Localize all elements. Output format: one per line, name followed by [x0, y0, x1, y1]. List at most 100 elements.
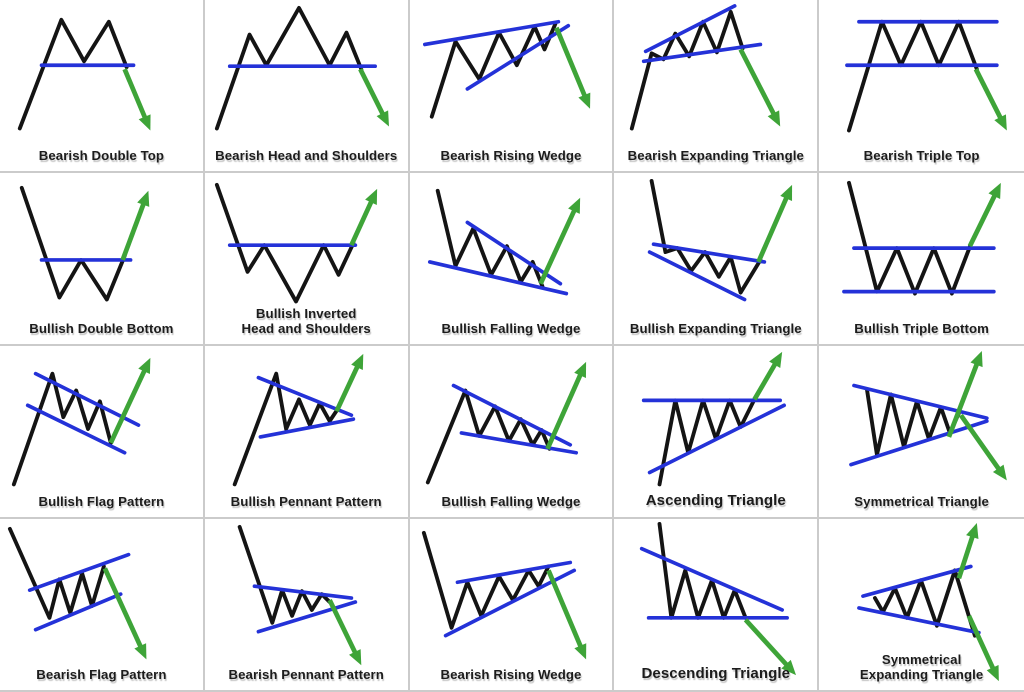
trend-line — [252, 584, 354, 600]
price-line — [657, 395, 758, 487]
trend-line — [852, 383, 989, 420]
price-line — [429, 21, 557, 119]
pattern-diagram-bearish-expanding-triangle — [630, 4, 781, 131]
pattern-cell-bullish-triple-bottom: Bullish Triple Bottom — [819, 173, 1024, 346]
trend-arrow-up-icon — [946, 350, 983, 438]
pattern-diagram-bearish-flag-pattern — [7, 526, 147, 660]
pattern-diagram-bullish-flag-pattern — [11, 357, 151, 487]
trend-arrow-up-icon — [752, 351, 783, 401]
trend-arrow-up-icon — [756, 184, 793, 263]
pattern-cell-bullish-pennant-pattern: Bullish Pennant Pattern — [204, 346, 410, 519]
pattern-cell-bearish-rising-wedge-2: Bearish Rising Wedge — [409, 519, 615, 692]
pattern-cell-symmetrical-expanding-triangle: Symmetrical Expanding Triangle — [819, 519, 1024, 692]
trend-arrow-down-icon — [744, 618, 797, 676]
trend-arrow-down-icon — [357, 68, 389, 127]
trend-line — [849, 419, 989, 467]
pattern-cell-bearish-triple-top: Bearish Triple Top — [819, 0, 1024, 173]
trend-arrow-up-icon — [349, 188, 377, 247]
trend-arrow-down-icon — [327, 599, 362, 666]
pattern-cell-bullish-falling-wedge-2: Bullish Falling Wedge — [409, 346, 615, 519]
price-line — [232, 371, 340, 487]
pattern-cell-bearish-rising-wedge: Bearish Rising Wedge — [409, 0, 615, 173]
trend-line — [648, 403, 787, 475]
trend-line — [455, 560, 572, 585]
pattern-cell-bearish-expanding-triangle: Bearish Expanding Triangle — [614, 0, 820, 173]
trend-arrow-up-icon — [967, 182, 1002, 248]
pattern-diagram-bullish-expanding-triangle — [648, 178, 793, 302]
pattern-cell-bearish-double-top: Bearish Double Top — [0, 0, 205, 173]
trend-arrow-down-icon — [966, 614, 1000, 682]
pattern-cell-bearish-flag-pattern: Bearish Flag Pattern — [0, 519, 205, 692]
trend-line — [459, 431, 578, 455]
pattern-diagram-symmetrical-expanding-triangle — [857, 522, 1000, 682]
price-line — [847, 180, 973, 296]
trend-arrow-down-icon — [102, 567, 147, 660]
pattern-diagram-bullish-triple-bottom — [842, 180, 1002, 296]
price-line — [214, 5, 364, 131]
pattern-cell-ascending-triangle: Ascending Triangle — [614, 346, 820, 519]
pattern-diagram-ascending-triangle — [642, 351, 787, 487]
trend-arrow-up-icon — [956, 522, 979, 580]
trend-line — [644, 4, 737, 54]
trend-line — [648, 250, 747, 302]
pattern-cell-bullish-double-bottom: Bullish Double Bottom — [0, 173, 205, 346]
trend-line — [857, 606, 981, 635]
trend-line — [422, 19, 560, 47]
price-line — [7, 526, 106, 620]
trend-line — [33, 592, 123, 632]
price-line — [650, 178, 763, 295]
pattern-diagram-bearish-rising-wedge — [422, 19, 590, 119]
trend-line — [258, 417, 356, 439]
trend-arrow-up-icon — [538, 197, 580, 285]
price-line — [847, 19, 979, 133]
trend-line — [861, 564, 973, 598]
pattern-diagram-descending-triangle — [640, 522, 797, 676]
trend-arrow-up-icon — [120, 190, 150, 261]
price-line — [19, 185, 127, 302]
pattern-diagram-bearish-double-top — [17, 17, 151, 131]
pattern-cell-symmetrical-triangle: Symmetrical Triangle — [819, 346, 1024, 519]
price-line — [17, 17, 129, 131]
trend-line — [642, 42, 763, 64]
trend-arrow-down-icon — [738, 48, 781, 127]
pattern-cell-bullish-inverted-head-and-shoulders: Bullish Inverted Head and Shoulders — [204, 173, 410, 346]
price-line — [657, 522, 748, 620]
trend-line — [256, 600, 357, 634]
pattern-diagram-bearish-pennant-pattern — [237, 524, 362, 666]
price-line — [214, 182, 356, 304]
trend-arrow-down-icon — [553, 26, 590, 109]
trend-arrow-down-icon — [973, 68, 1008, 131]
pattern-diagram-bullish-pennant-pattern — [232, 353, 364, 487]
pattern-diagram-bearish-rising-wedge-2 — [421, 530, 586, 660]
trend-arrow-down-icon — [545, 569, 586, 660]
pattern-diagram-bullish-falling-wedge — [427, 188, 580, 296]
trend-line — [427, 260, 568, 296]
pattern-cell-bullish-flag-pattern: Bullish Flag Pattern — [0, 346, 205, 519]
trend-arrow-down-icon — [959, 413, 1008, 481]
pattern-diagram-bullish-double-bottom — [19, 185, 150, 302]
pattern-diagram-symmetrical-triangle — [849, 350, 1008, 481]
price-line — [11, 371, 113, 487]
pattern-cell-descending-triangle: Descending Triangle — [614, 519, 820, 692]
trend-arrow-down-icon — [122, 68, 151, 131]
trend-line — [27, 552, 131, 592]
trend-arrow-up-icon — [334, 353, 364, 413]
pattern-diagram-bullish-inverted-head-and-shoulders — [214, 182, 377, 304]
pattern-cell-bearish-pennant-pattern: Bearish Pennant Pattern — [204, 519, 410, 692]
trend-arrow-up-icon — [108, 357, 151, 444]
trend-line — [465, 23, 570, 91]
price-line — [237, 524, 332, 625]
pattern-cell-bearish-head-and-shoulders: Bearish Head and Shoulders — [204, 0, 410, 173]
trend-line — [451, 383, 572, 447]
trend-line — [640, 546, 785, 612]
trend-line — [25, 403, 127, 455]
pattern-diagram-bearish-triple-top — [845, 19, 1008, 133]
price-line — [873, 568, 977, 638]
pattern-cell-bullish-expanding-triangle: Bullish Expanding Triangle — [614, 173, 820, 346]
trend-line — [652, 242, 767, 264]
pattern-cell-bullish-falling-wedge: Bullish Falling Wedge — [409, 173, 615, 346]
trend-arrow-up-icon — [544, 361, 586, 450]
pattern-diagram-bullish-falling-wedge-2 — [425, 361, 586, 485]
pattern-diagram-bearish-head-and-shoulders — [214, 5, 389, 131]
